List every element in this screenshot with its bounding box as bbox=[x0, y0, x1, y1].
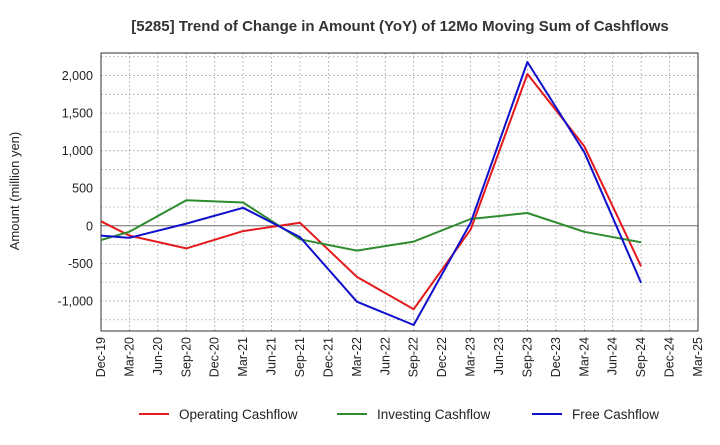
x-tick-label: Sep-20 bbox=[179, 337, 193, 377]
grid-lines bbox=[100, 53, 699, 331]
y-tick-label: 1,500 bbox=[62, 107, 93, 121]
y-tick-label: 500 bbox=[72, 182, 93, 196]
y-tick-label: 0 bbox=[86, 219, 93, 233]
x-tick-label: Dec-22 bbox=[435, 337, 449, 377]
x-tick-labels: Dec-19 Mar-20 Jun-20 Sep-20 Dec-20 Mar-21 Jun-… bbox=[94, 337, 705, 377]
x-tick-label: Jun-23 bbox=[492, 337, 506, 375]
series-line-investing-cashflow bbox=[100, 199, 642, 252]
y-tick-label: 1,000 bbox=[62, 144, 93, 158]
y-tick-label: 2,000 bbox=[62, 69, 93, 83]
plot-frame bbox=[100, 52, 699, 332]
x-tick-label: Jun-20 bbox=[151, 337, 165, 375]
x-tick-label: Mar-23 bbox=[464, 337, 478, 377]
series-lines bbox=[100, 61, 643, 326]
legend-label-investing-cashflow: Investing Cashflow bbox=[377, 407, 491, 422]
x-tick-label: Dec-19 bbox=[94, 337, 108, 377]
y-tick-label: -500 bbox=[68, 257, 93, 271]
x-tick-label: Dec-23 bbox=[549, 337, 563, 377]
chart-title: [5285] Trend of Change in Amount (YoY) o… bbox=[131, 18, 669, 35]
legend-label-free-cashflow: Free Cashflow bbox=[572, 407, 659, 422]
x-tick-label: Mar-22 bbox=[350, 337, 364, 377]
y-tick-labels: -1,000 -500 0 500 1,000 1,500 2,000 bbox=[58, 69, 94, 308]
x-tick-label: Sep-21 bbox=[293, 337, 307, 377]
x-tick-label: Mar-24 bbox=[577, 337, 591, 377]
x-tick-label: Jun-21 bbox=[265, 337, 279, 375]
x-tick-label: Dec-24 bbox=[663, 337, 677, 377]
x-tick-label: Mar-20 bbox=[122, 337, 136, 377]
series-line-free-cashflow bbox=[100, 61, 643, 326]
legend: Operating Cashflow Investing Cashflow Free… bbox=[139, 407, 659, 422]
x-tick-label: Sep-24 bbox=[634, 337, 648, 377]
x-tick-label: Mar-25 bbox=[691, 337, 705, 377]
x-tick-label: Mar-21 bbox=[236, 337, 250, 377]
y-axis-label: Amount (million yen) bbox=[7, 132, 22, 251]
x-tick-label: Sep-23 bbox=[520, 337, 534, 377]
x-tick-label: Sep-22 bbox=[407, 337, 421, 377]
x-tick-label: Jun-22 bbox=[378, 337, 392, 375]
y-tick-label: -1,000 bbox=[58, 294, 93, 308]
series-line-operating-cashflow bbox=[100, 73, 643, 311]
legend-label-operating-cashflow: Operating Cashflow bbox=[179, 407, 298, 422]
x-tick-label: Dec-20 bbox=[208, 337, 222, 377]
x-tick-label: Jun-24 bbox=[606, 337, 620, 375]
x-tick-label: Dec-21 bbox=[321, 337, 335, 377]
